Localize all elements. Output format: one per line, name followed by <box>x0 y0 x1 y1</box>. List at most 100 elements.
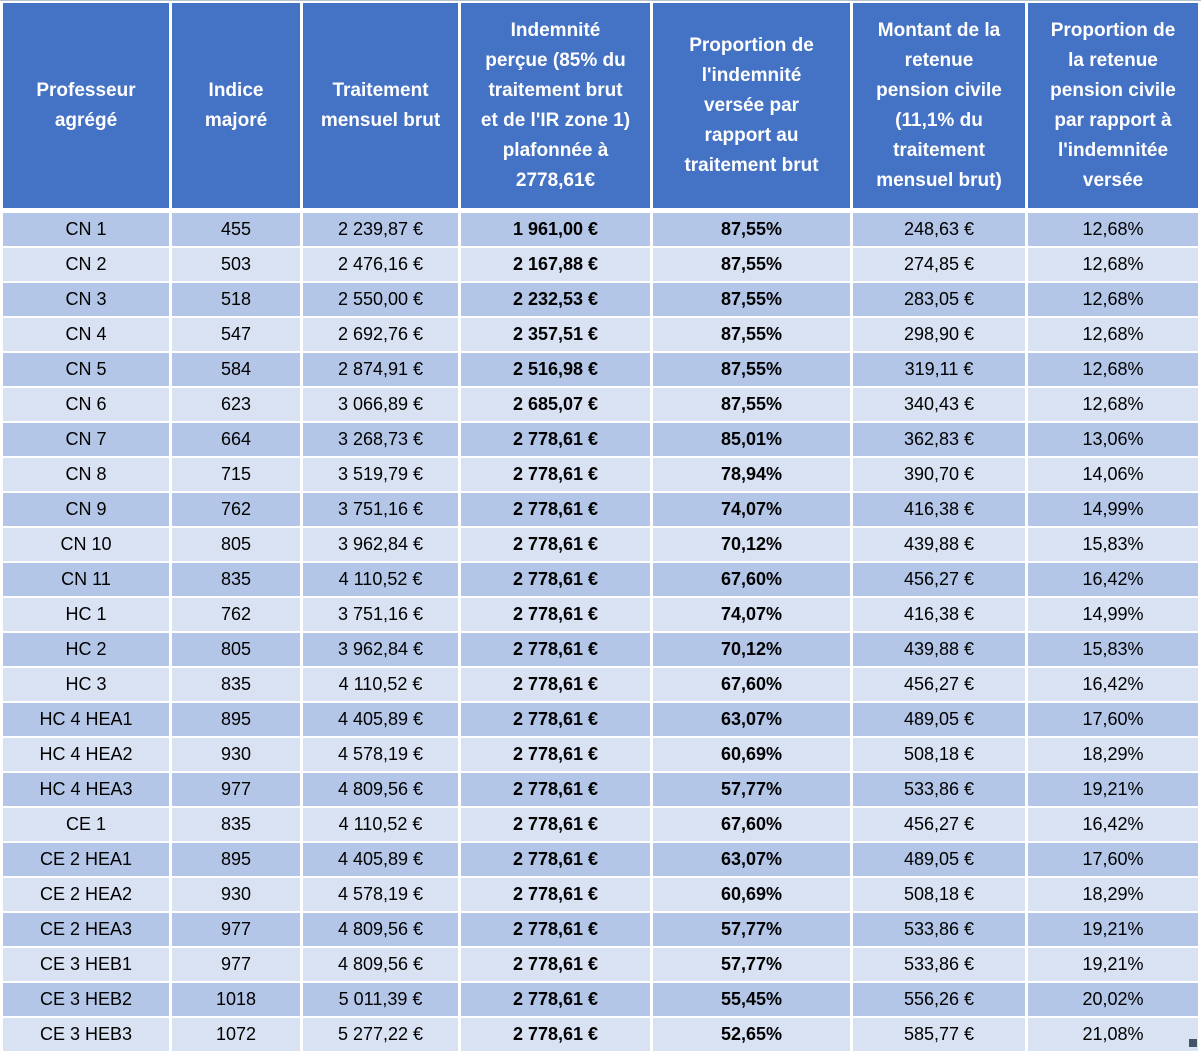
cell-retenue_pension_civile[interactable]: 439,88 € <box>853 528 1025 561</box>
cell-indice_majore[interactable]: 1018 <box>172 983 300 1016</box>
cell-grade[interactable]: HC 4 HEA2 <box>3 738 169 771</box>
cell-proportion_indemnite[interactable]: 74,07% <box>653 493 850 526</box>
cell-indemnite_percue[interactable]: 2 778,61 € <box>461 983 650 1016</box>
cell-indice_majore[interactable]: 835 <box>172 563 300 596</box>
cell-proportion_retenue[interactable]: 16,42% <box>1028 668 1198 701</box>
cell-indice_majore[interactable]: 977 <box>172 913 300 946</box>
cell-proportion_retenue[interactable]: 18,29% <box>1028 738 1198 771</box>
cell-proportion_indemnite[interactable]: 63,07% <box>653 843 850 876</box>
cell-grade[interactable]: HC 3 <box>3 668 169 701</box>
cell-indice_majore[interactable]: 664 <box>172 423 300 456</box>
cell-proportion_indemnite[interactable]: 60,69% <box>653 878 850 911</box>
cell-proportion_indemnite[interactable]: 87,55% <box>653 213 850 246</box>
cell-grade[interactable]: CN 2 <box>3 248 169 281</box>
cell-retenue_pension_civile[interactable]: 283,05 € <box>853 283 1025 316</box>
cell-proportion_indemnite[interactable]: 87,55% <box>653 318 850 351</box>
cell-proportion_indemnite[interactable]: 85,01% <box>653 423 850 456</box>
cell-proportion_retenue[interactable]: 21,08% <box>1028 1018 1198 1051</box>
cell-indice_majore[interactable]: 623 <box>172 388 300 421</box>
column-header-grade[interactable]: Professeur agrégé <box>3 3 169 211</box>
cell-proportion_retenue[interactable]: 19,21% <box>1028 773 1198 806</box>
cell-indemnite_percue[interactable]: 2 778,61 € <box>461 633 650 666</box>
cell-proportion_retenue[interactable]: 16,42% <box>1028 808 1198 841</box>
cell-proportion_indemnite[interactable]: 57,77% <box>653 913 850 946</box>
cell-indemnite_percue[interactable]: 2 778,61 € <box>461 458 650 491</box>
cell-proportion_retenue[interactable]: 14,06% <box>1028 458 1198 491</box>
cell-indice_majore[interactable]: 762 <box>172 598 300 631</box>
cell-indice_majore[interactable]: 930 <box>172 878 300 911</box>
cell-retenue_pension_civile[interactable]: 390,70 € <box>853 458 1025 491</box>
cell-retenue_pension_civile[interactable]: 556,26 € <box>853 983 1025 1016</box>
cell-traitement_mensuel_brut[interactable]: 4 809,56 € <box>303 948 458 981</box>
column-header-proportion-retenue[interactable]: Proportion de la retenue pension civile … <box>1028 3 1198 211</box>
cell-retenue_pension_civile[interactable]: 489,05 € <box>853 843 1025 876</box>
cell-retenue_pension_civile[interactable]: 456,27 € <box>853 668 1025 701</box>
cell-proportion_retenue[interactable]: 12,68% <box>1028 318 1198 351</box>
cell-proportion_retenue[interactable]: 18,29% <box>1028 878 1198 911</box>
cell-retenue_pension_civile[interactable]: 298,90 € <box>853 318 1025 351</box>
cell-traitement_mensuel_brut[interactable]: 2 550,00 € <box>303 283 458 316</box>
cell-proportion_indemnite[interactable]: 87,55% <box>653 283 850 316</box>
cell-indemnite_percue[interactable]: 1 961,00 € <box>461 213 650 246</box>
cell-proportion_indemnite[interactable]: 52,65% <box>653 1018 850 1051</box>
cell-grade[interactable]: CE 2 HEA2 <box>3 878 169 911</box>
cell-proportion_indemnite[interactable]: 55,45% <box>653 983 850 1016</box>
cell-grade[interactable]: CE 2 HEA3 <box>3 913 169 946</box>
cell-grade[interactable]: HC 4 HEA3 <box>3 773 169 806</box>
cell-traitement_mensuel_brut[interactable]: 3 751,16 € <box>303 493 458 526</box>
cell-retenue_pension_civile[interactable]: 439,88 € <box>853 633 1025 666</box>
cell-traitement_mensuel_brut[interactable]: 4 405,89 € <box>303 703 458 736</box>
cell-indice_majore[interactable]: 805 <box>172 633 300 666</box>
cell-indemnite_percue[interactable]: 2 778,61 € <box>461 1018 650 1051</box>
cell-proportion_indemnite[interactable]: 67,60% <box>653 808 850 841</box>
cell-traitement_mensuel_brut[interactable]: 3 519,79 € <box>303 458 458 491</box>
cell-indemnite_percue[interactable]: 2 778,61 € <box>461 493 650 526</box>
column-header-traitement-mensuel-brut[interactable]: Traitement mensuel brut <box>303 3 458 211</box>
cell-proportion_indemnite[interactable]: 78,94% <box>653 458 850 491</box>
cell-traitement_mensuel_brut[interactable]: 5 277,22 € <box>303 1018 458 1051</box>
cell-grade[interactable]: CE 3 HEB2 <box>3 983 169 1016</box>
cell-grade[interactable]: CN 11 <box>3 563 169 596</box>
cell-traitement_mensuel_brut[interactable]: 2 239,87 € <box>303 213 458 246</box>
cell-indemnite_percue[interactable]: 2 357,51 € <box>461 318 650 351</box>
cell-grade[interactable]: CN 9 <box>3 493 169 526</box>
cell-proportion_indemnite[interactable]: 57,77% <box>653 773 850 806</box>
cell-traitement_mensuel_brut[interactable]: 2 692,76 € <box>303 318 458 351</box>
cell-indice_majore[interactable]: 895 <box>172 843 300 876</box>
cell-indemnite_percue[interactable]: 2 778,61 € <box>461 913 650 946</box>
column-header-proportion-indemnite[interactable]: Proportion de l'indemnité versée par rap… <box>653 3 850 211</box>
cell-indice_majore[interactable]: 547 <box>172 318 300 351</box>
cell-retenue_pension_civile[interactable]: 508,18 € <box>853 878 1025 911</box>
cell-traitement_mensuel_brut[interactable]: 3 751,16 € <box>303 598 458 631</box>
cell-traitement_mensuel_brut[interactable]: 4 110,52 € <box>303 808 458 841</box>
cell-indemnite_percue[interactable]: 2 778,61 € <box>461 808 650 841</box>
cell-indice_majore[interactable]: 503 <box>172 248 300 281</box>
cell-indice_majore[interactable]: 715 <box>172 458 300 491</box>
cell-grade[interactable]: CE 3 HEB1 <box>3 948 169 981</box>
cell-indemnite_percue[interactable]: 2 778,61 € <box>461 773 650 806</box>
cell-indemnite_percue[interactable]: 2 778,61 € <box>461 703 650 736</box>
cell-proportion_indemnite[interactable]: 57,77% <box>653 948 850 981</box>
cell-retenue_pension_civile[interactable]: 533,86 € <box>853 948 1025 981</box>
cell-proportion_indemnite[interactable]: 67,60% <box>653 563 850 596</box>
cell-grade[interactable]: HC 4 HEA1 <box>3 703 169 736</box>
cell-grade[interactable]: CE 3 HEB3 <box>3 1018 169 1051</box>
cell-traitement_mensuel_brut[interactable]: 4 578,19 € <box>303 878 458 911</box>
cell-traitement_mensuel_brut[interactable]: 4 110,52 € <box>303 563 458 596</box>
cell-retenue_pension_civile[interactable]: 319,11 € <box>853 353 1025 386</box>
cell-indemnite_percue[interactable]: 2 778,61 € <box>461 563 650 596</box>
cell-retenue_pension_civile[interactable]: 533,86 € <box>853 913 1025 946</box>
cell-traitement_mensuel_brut[interactable]: 5 011,39 € <box>303 983 458 1016</box>
cell-traitement_mensuel_brut[interactable]: 4 405,89 € <box>303 843 458 876</box>
cell-retenue_pension_civile[interactable]: 416,38 € <box>853 493 1025 526</box>
cell-proportion_retenue[interactable]: 12,68% <box>1028 283 1198 316</box>
cell-proportion_indemnite[interactable]: 67,60% <box>653 668 850 701</box>
cell-grade[interactable]: CN 6 <box>3 388 169 421</box>
cell-traitement_mensuel_brut[interactable]: 4 809,56 € <box>303 773 458 806</box>
cell-indice_majore[interactable]: 835 <box>172 808 300 841</box>
cell-proportion_indemnite[interactable]: 60,69% <box>653 738 850 771</box>
cell-proportion_retenue[interactable]: 19,21% <box>1028 948 1198 981</box>
column-header-indice-majore[interactable]: Indice majoré <box>172 3 300 211</box>
cell-retenue_pension_civile[interactable]: 274,85 € <box>853 248 1025 281</box>
cell-indemnite_percue[interactable]: 2 167,88 € <box>461 248 650 281</box>
